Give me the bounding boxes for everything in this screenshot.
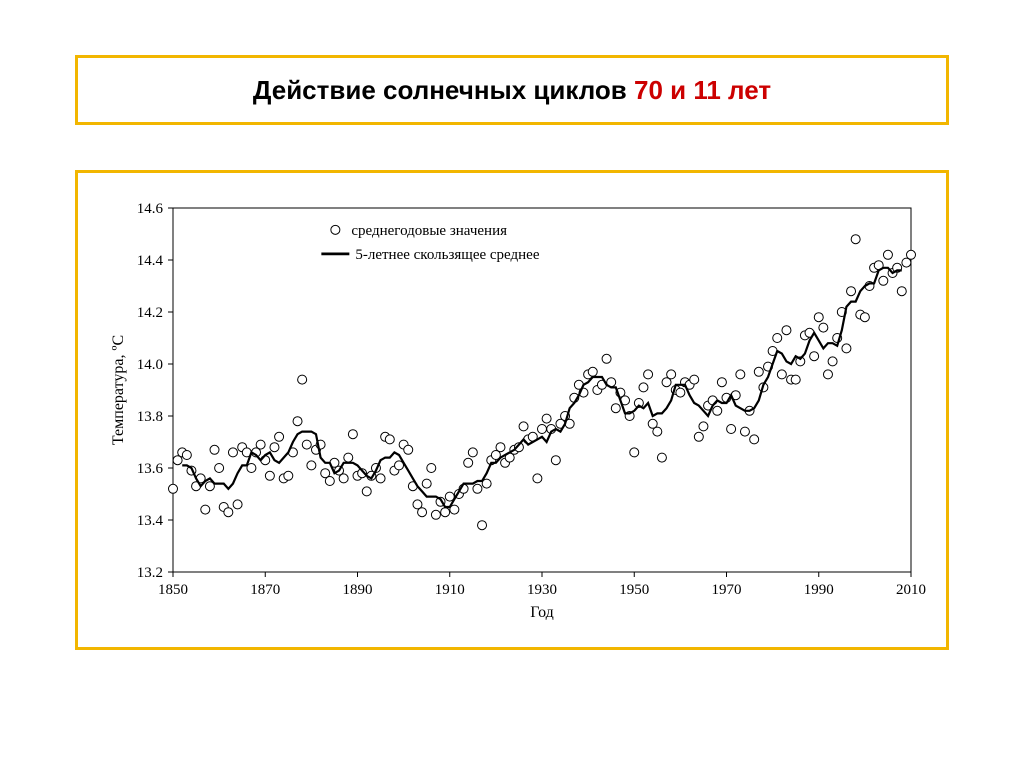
svg-text:1950: 1950 xyxy=(619,582,649,598)
svg-text:Температура, ºC: Температура, ºC xyxy=(110,335,127,445)
svg-text:13.6: 13.6 xyxy=(137,461,164,477)
svg-text:1870: 1870 xyxy=(250,582,280,598)
chart-area: 13.2 13.4 13.6 13.8 14.0 14.2 14.4 14.6 1850 1870… xyxy=(98,193,926,627)
svg-text:13.8: 13.8 xyxy=(137,409,163,425)
svg-text:14.2: 14.2 xyxy=(137,305,163,321)
title-prefix: Действие солнечных циклов xyxy=(253,75,634,105)
svg-text:13.2: 13.2 xyxy=(137,565,163,581)
svg-text:1930: 1930 xyxy=(527,582,557,598)
temperature-chart: 13.2 13.4 13.6 13.8 14.0 14.2 14.4 14.6 1850 1870… xyxy=(98,193,926,627)
svg-text:14.6: 14.6 xyxy=(137,201,164,217)
svg-text:5-летнее скользящее среднее: 5-летнее скользящее среднее xyxy=(355,247,539,263)
svg-text:1990: 1990 xyxy=(804,582,834,598)
svg-text:1910: 1910 xyxy=(435,582,465,598)
title-frame: Действие солнечных циклов 70 и 11 лет xyxy=(75,55,949,125)
svg-text:1890: 1890 xyxy=(343,582,373,598)
svg-text:14.0: 14.0 xyxy=(137,357,163,373)
title-red: 70 и 11 лет xyxy=(634,75,771,105)
svg-text:2010: 2010 xyxy=(896,582,926,598)
svg-text:14.4: 14.4 xyxy=(137,253,164,269)
svg-text:среднегодовые значения: среднегодовые значения xyxy=(351,223,507,239)
svg-text:1970: 1970 xyxy=(712,582,742,598)
svg-text:13.4: 13.4 xyxy=(137,513,164,529)
page-title: Действие солнечных циклов 70 и 11 лет xyxy=(253,75,771,106)
chart-frame: 13.2 13.4 13.6 13.8 14.0 14.2 14.4 14.6 1850 1870… xyxy=(75,170,949,650)
svg-text:Год: Год xyxy=(530,604,554,621)
svg-text:1850: 1850 xyxy=(158,582,188,598)
